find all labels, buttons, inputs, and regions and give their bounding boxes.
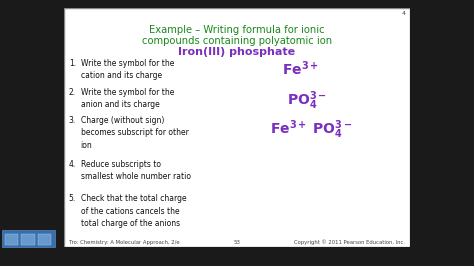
Text: Check that the total charge
of the cations cancels the
total charge of the anion: Check that the total charge of the catio… (81, 194, 186, 228)
Text: 4: 4 (401, 11, 405, 16)
Text: compounds containing polyatomic ion: compounds containing polyatomic ion (142, 36, 332, 46)
Text: Write the symbol for the
anion and its charge: Write the symbol for the anion and its c… (81, 88, 174, 109)
Text: Copyright © 2011 Pearson Education, Inc.: Copyright © 2011 Pearson Education, Inc. (294, 239, 405, 245)
Text: 5.: 5. (69, 194, 76, 203)
Text: 2.: 2. (69, 88, 76, 97)
Text: $\mathregular{Fe^{3+}\ PO_4^{3-}}$: $\mathregular{Fe^{3+}\ PO_4^{3-}}$ (270, 118, 353, 141)
Text: 4.: 4. (69, 160, 76, 169)
Text: $\mathregular{Fe^{3+}}$: $\mathregular{Fe^{3+}}$ (282, 60, 319, 78)
Text: 3.: 3. (69, 116, 76, 125)
Text: Example – Writing formula for ionic: Example – Writing formula for ionic (149, 25, 325, 35)
Text: 1.: 1. (69, 59, 76, 68)
Text: 53: 53 (234, 240, 240, 245)
Text: Iron(III) phosphate: Iron(III) phosphate (178, 47, 296, 57)
Text: Reduce subscripts to
smallest whole number ratio: Reduce subscripts to smallest whole numb… (81, 160, 191, 181)
Text: Write the symbol for the
cation and its charge: Write the symbol for the cation and its … (81, 59, 174, 80)
Text: Charge (without sign)
becomes subscript for other
ion: Charge (without sign) becomes subscript … (81, 116, 189, 150)
Text: Tro: Chemistry: A Molecular Approach, 2/e: Tro: Chemistry: A Molecular Approach, 2/… (69, 240, 179, 245)
Text: $\mathregular{PO_4^{3-}}$: $\mathregular{PO_4^{3-}}$ (287, 89, 327, 112)
